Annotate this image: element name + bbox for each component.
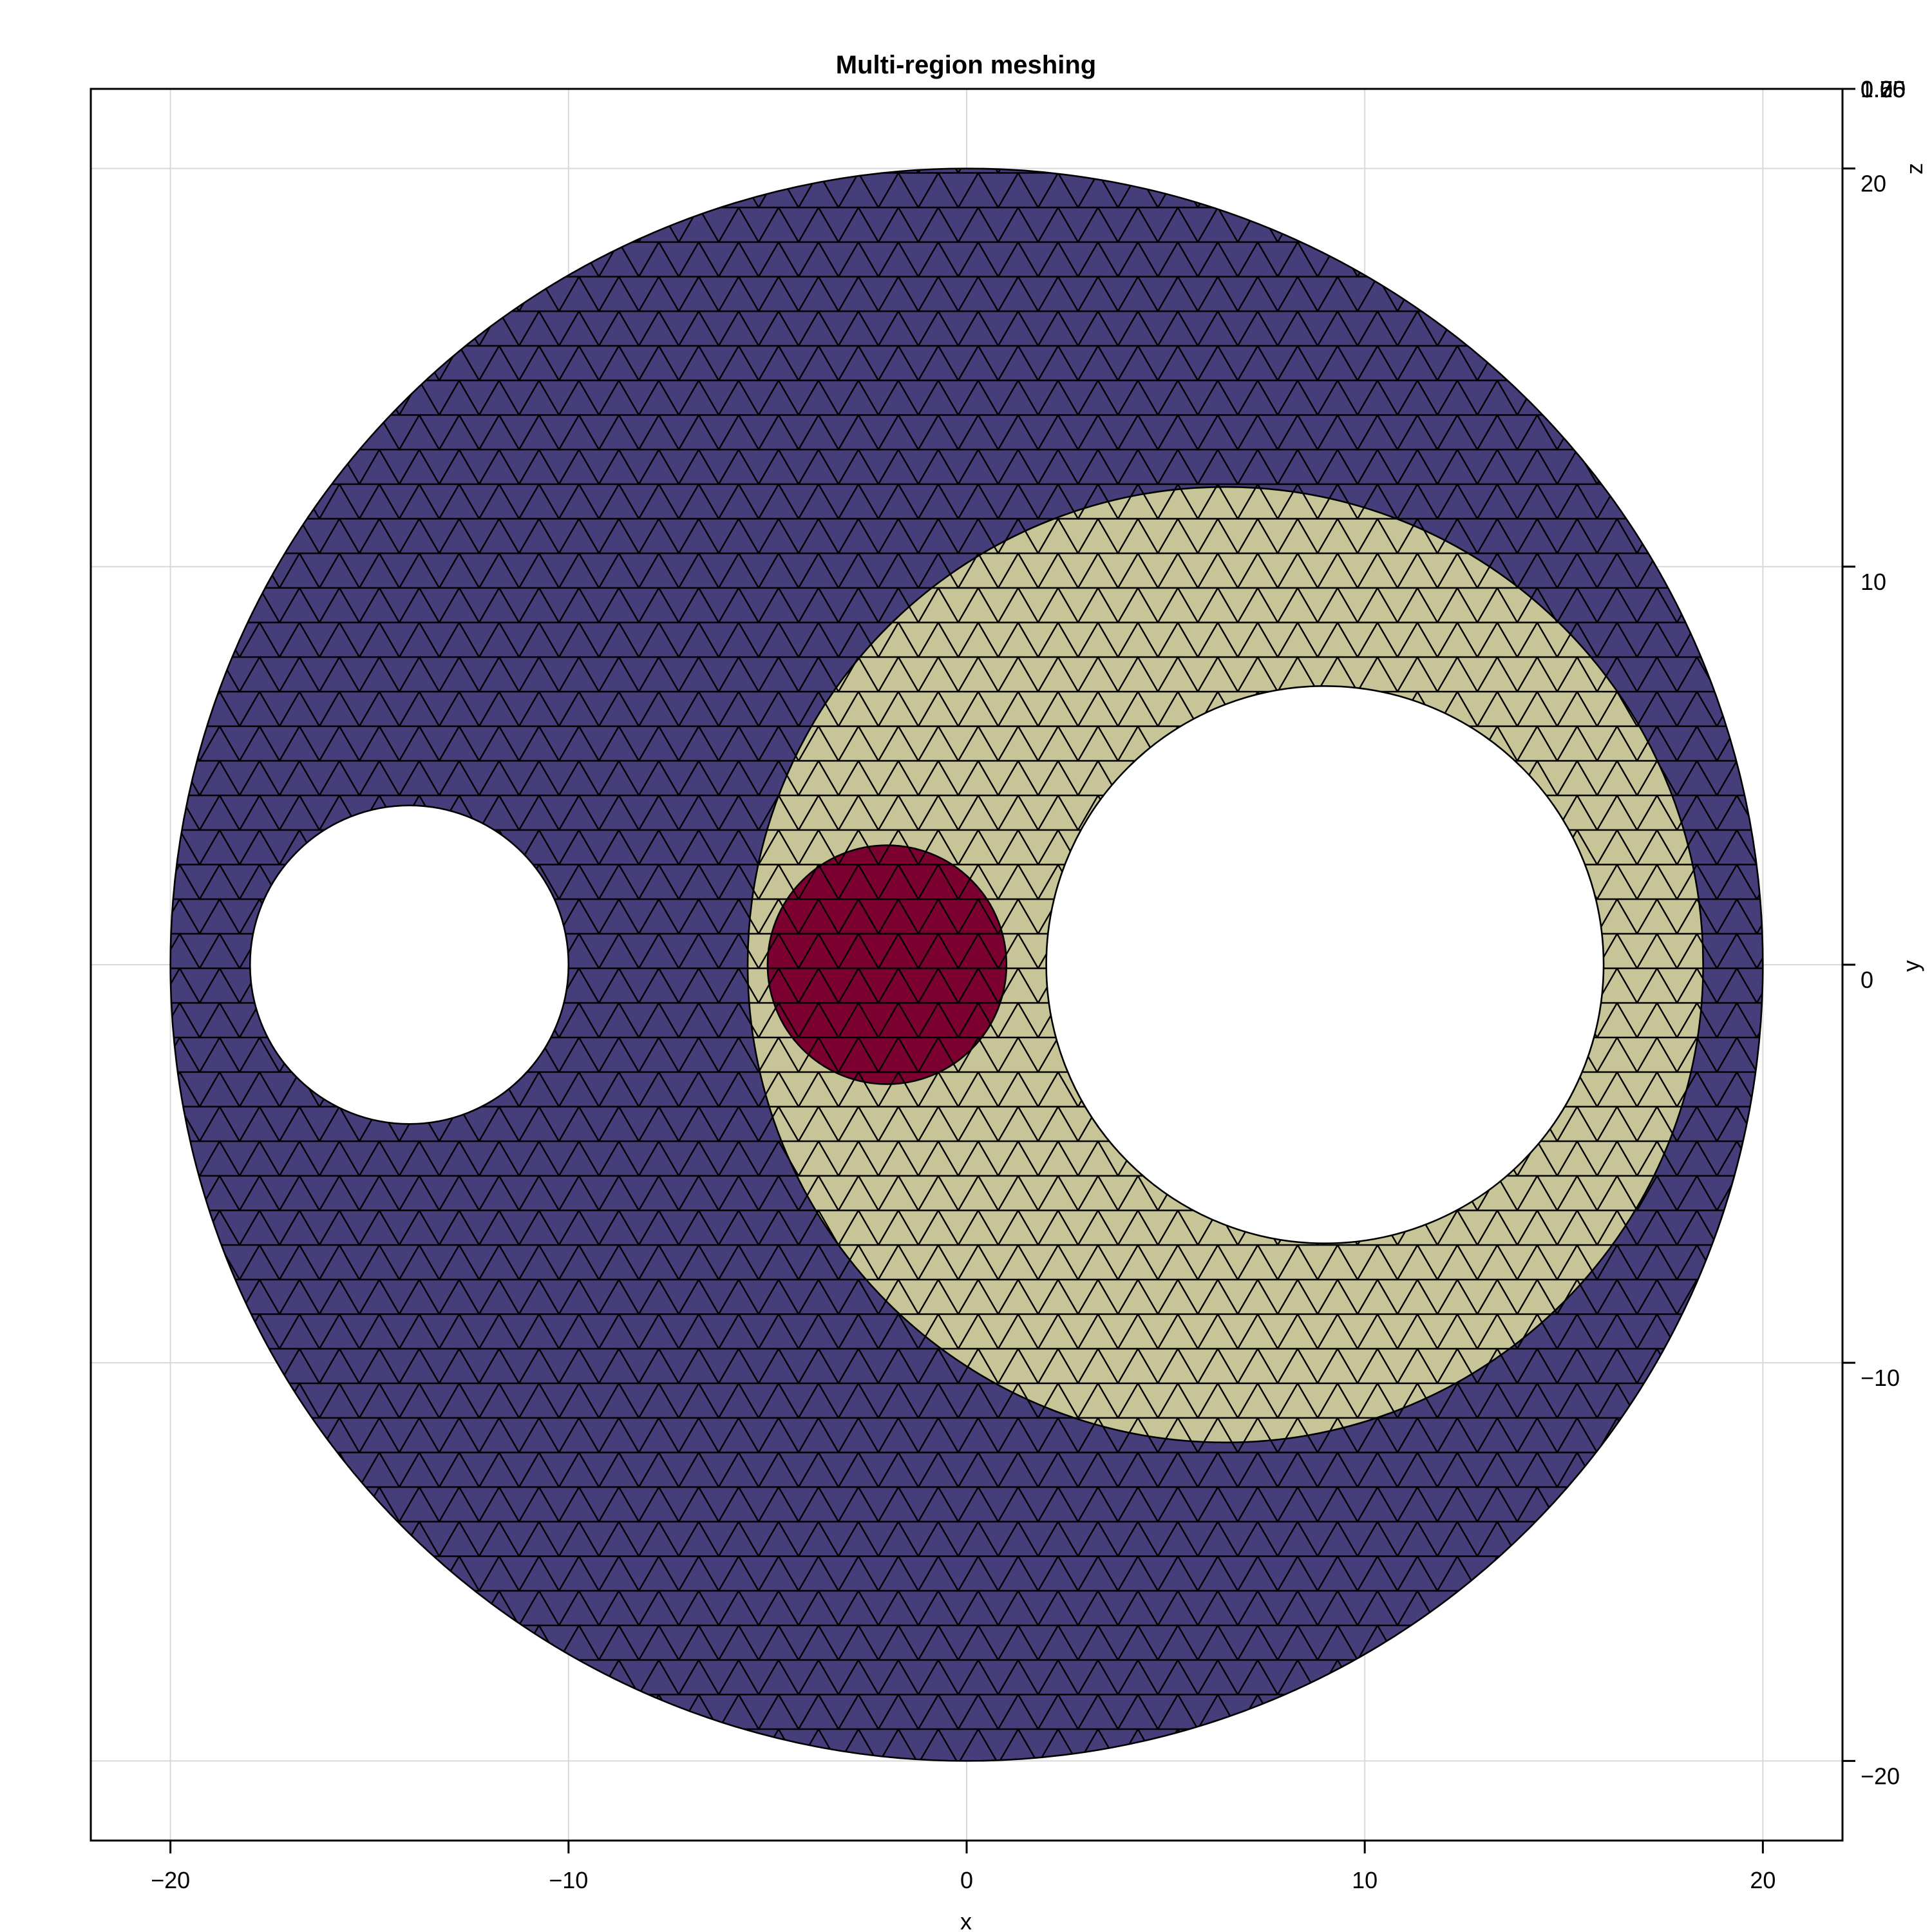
y-tick-label-1: −10 bbox=[1861, 1365, 1900, 1391]
mesh-region-2 bbox=[766, 844, 1008, 1085]
mesh-regions bbox=[169, 167, 1764, 1762]
y-tick-label-4: 20 bbox=[1861, 171, 1886, 197]
region-mesh-2 bbox=[766, 844, 1008, 1085]
z-tick-label-2: 0.50 bbox=[1861, 76, 1906, 102]
y-tick-label-0: −20 bbox=[1861, 1763, 1900, 1789]
chart-title: Multi-region meshing bbox=[836, 51, 1096, 79]
x-tick-label-2: 0 bbox=[960, 1867, 973, 1893]
y-tick-label-3: 10 bbox=[1861, 569, 1886, 595]
z-axis-ticks: 0.000.250.500.751.00 bbox=[1842, 76, 1906, 102]
z-tick-label-0: 0.00 bbox=[1861, 76, 1906, 102]
x-axis-ticks: −20 −10 0 10 20 bbox=[151, 1841, 1776, 1893]
z-tick-label-3: 0.75 bbox=[1861, 76, 1906, 102]
mesh-hole-1 bbox=[1045, 685, 1605, 1245]
y-axis-ticks: −20 −10 0 10 20 bbox=[1842, 167, 1900, 1789]
y-axis-label: y bbox=[1898, 960, 1924, 972]
x-tick-label-3: 10 bbox=[1352, 1867, 1378, 1893]
y-tick-label-2: 0 bbox=[1861, 967, 1873, 993]
x-axis-label: x bbox=[960, 1908, 972, 1932]
z-tick-label-4: 1.00 bbox=[1861, 76, 1906, 102]
mesh-hole-0 bbox=[249, 804, 570, 1125]
z-axis-label: z bbox=[1901, 163, 1927, 175]
x-tick-label-4: 20 bbox=[1750, 1867, 1776, 1893]
x-tick-label-1: −10 bbox=[549, 1867, 588, 1893]
x-tick-label-0: −20 bbox=[151, 1867, 190, 1893]
z-tick-label-1: 0.25 bbox=[1861, 76, 1906, 102]
